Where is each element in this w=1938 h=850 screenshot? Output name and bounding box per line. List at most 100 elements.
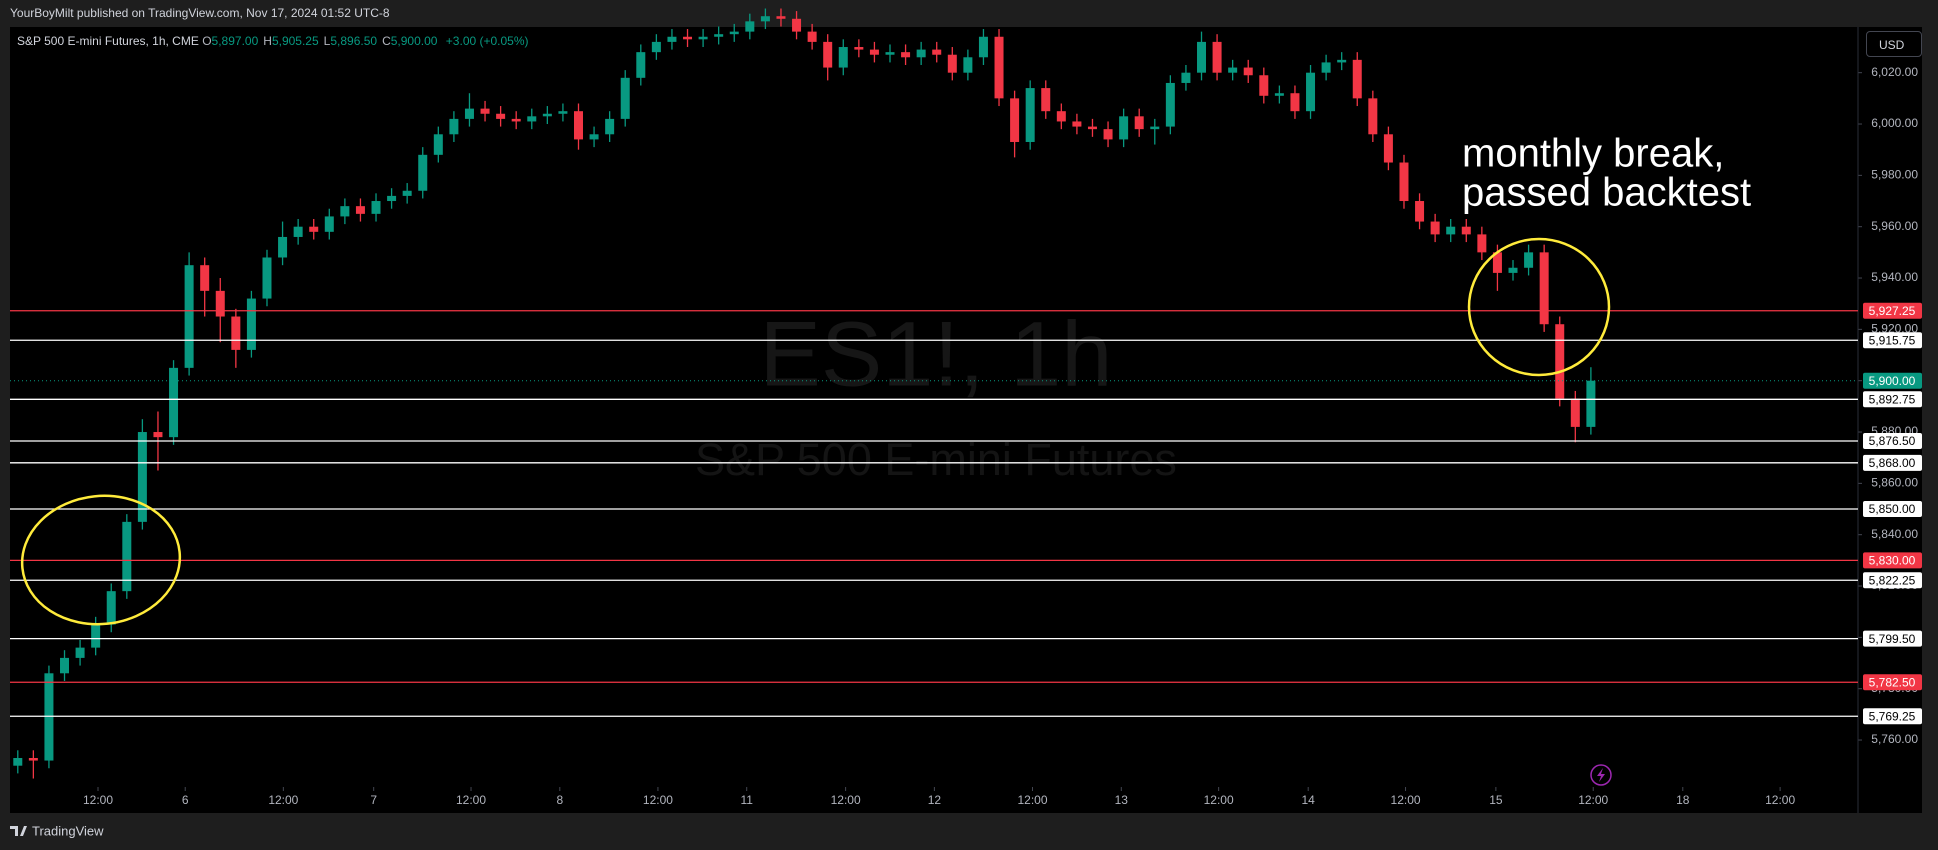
candle-body (293, 226, 303, 237)
candle-body (387, 195, 397, 202)
currency-button[interactable]: USD (1866, 31, 1922, 57)
candle-body (1383, 134, 1393, 163)
candle-body (1290, 93, 1300, 112)
price-label-box (1863, 302, 1922, 319)
x-tick-label: 12:00 (456, 793, 486, 807)
legend-value: 5,900.00 (390, 34, 438, 48)
x-tick-label: 7 (370, 793, 377, 807)
candle-body (558, 111, 568, 114)
candle-body (511, 118, 521, 122)
candle-body (1134, 116, 1144, 130)
price-label-box (1863, 552, 1922, 569)
candle-body (324, 216, 334, 232)
candle-body (963, 57, 973, 73)
candle-body (28, 757, 38, 761)
legend-key: O (202, 34, 212, 48)
candle-body (1259, 75, 1269, 96)
candle-body (807, 31, 817, 42)
y-tick-label: 5,860.00 (1871, 476, 1918, 490)
price-label-box (1863, 630, 1922, 647)
y-tick-label: 5,760.00 (1871, 732, 1918, 746)
candle-body (542, 113, 552, 117)
candle-body (854, 47, 864, 50)
candle-body (1103, 129, 1113, 140)
price-label-box (1863, 572, 1922, 589)
candle-body (1570, 398, 1580, 427)
candle-body (262, 257, 272, 299)
candle-body (184, 265, 194, 368)
candle-body (1368, 98, 1378, 135)
price-label-box (1863, 372, 1922, 389)
candle-body (1010, 98, 1020, 142)
legend-key: H (263, 34, 272, 48)
x-tick-label: 12:00 (1204, 793, 1234, 807)
candle-body (1025, 88, 1035, 142)
candle-body (1352, 59, 1362, 99)
candle-body (1508, 267, 1518, 273)
candle-body (153, 432, 163, 438)
candle-body (433, 134, 443, 155)
ohlc-values: O5,897.00 H5,905.25 L5,896.50 C5,900.00 (202, 34, 442, 48)
x-tick-label: 18 (1676, 793, 1690, 807)
legend-value: 5,896.50 (330, 34, 378, 48)
candle-body (169, 367, 179, 438)
x-tick-label: 12:00 (1017, 793, 1047, 807)
price-label: 5,892.75 (1869, 392, 1916, 406)
change: +3.00 (+0.05%) (445, 34, 529, 48)
price-label: 5,915.75 (1869, 333, 1916, 347)
candle-body (1274, 93, 1284, 96)
y-tick-label: 5,960.00 (1871, 219, 1918, 233)
x-tick-label: 12:00 (83, 793, 113, 807)
price-label-box (1863, 501, 1922, 518)
footer-bar (0, 813, 1938, 850)
candle-body (1477, 234, 1487, 253)
candle-body (355, 206, 365, 214)
price-label: 5,782.50 (1869, 675, 1916, 689)
y-tick-label: 5,980.00 (1871, 168, 1918, 182)
candle-body (1041, 88, 1051, 112)
price-label-box (1863, 454, 1922, 471)
alert-icon[interactable] (1590, 764, 1612, 786)
candle-body (402, 190, 412, 196)
drawing-circle (1467, 237, 1611, 377)
x-tick-label: 11 (740, 793, 753, 807)
candle-body (1337, 59, 1347, 63)
candle-body (1212, 41, 1222, 73)
x-tick-label: 12:00 (1391, 793, 1421, 807)
tv-logo (10, 826, 27, 836)
candle-body (1150, 126, 1160, 130)
candle-body (1321, 62, 1331, 73)
candle-body (823, 41, 833, 68)
plot: 5,760.005,780.005,800.005,820.005,840.00… (10, 8, 1922, 813)
candle-body (605, 118, 615, 135)
candle-body (1446, 226, 1456, 235)
x-tick-label: 14 (1302, 793, 1316, 807)
candle-body (137, 432, 147, 522)
candle-body (916, 49, 926, 58)
x-tick-label: 13 (1115, 793, 1129, 807)
annotation: monthly break, (1462, 132, 1724, 176)
drawing-circle (20, 494, 182, 626)
publish-info: YourBoyMilt published on TradingView.com… (10, 6, 390, 20)
candle-body (1539, 252, 1549, 325)
candle-body (776, 16, 786, 19)
candle-body (1056, 111, 1066, 122)
candle-body (278, 236, 288, 258)
footer-brand: TradingView (32, 823, 104, 838)
price-label: 5,769.25 (1869, 709, 1916, 723)
alert-icon-bolt (1597, 768, 1605, 782)
candle-body (947, 54, 957, 73)
candle-body (760, 16, 770, 22)
candle-body (91, 624, 101, 648)
candle-body (698, 36, 708, 40)
candle-body (106, 591, 116, 625)
price-label: 5,927.25 (1869, 304, 1916, 318)
candle-body (1072, 121, 1082, 127)
candle-body (620, 77, 630, 119)
legend-value: 5,897.00 (211, 34, 259, 48)
candle-body (932, 49, 942, 55)
candle-body (1306, 72, 1316, 112)
y-tick-label: 6,020.00 (1871, 65, 1918, 79)
price-label: 5,850.00 (1869, 502, 1916, 516)
